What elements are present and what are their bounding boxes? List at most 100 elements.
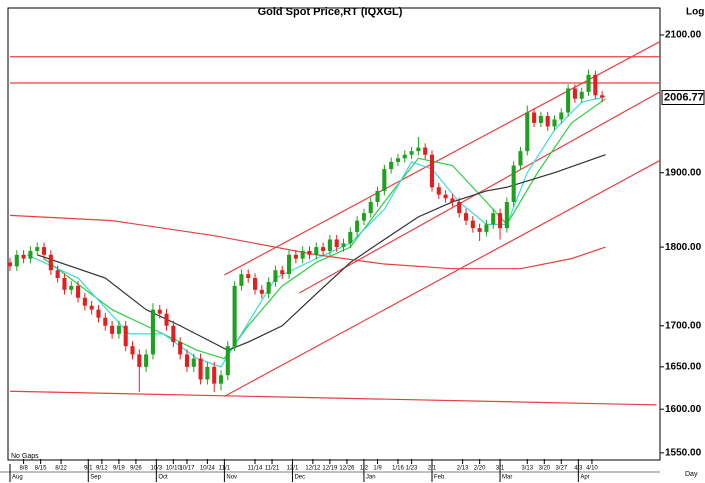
candle-body xyxy=(355,220,360,232)
y-tick-label: 1600.00 xyxy=(665,404,702,415)
note: No Gaps xyxy=(11,453,39,460)
candle-body xyxy=(416,147,421,152)
candle-body xyxy=(300,250,305,259)
candle-body xyxy=(89,305,94,310)
moving-average xyxy=(9,214,606,270)
y-tick-label: 1550.00 xyxy=(665,448,702,459)
candle-body xyxy=(157,309,162,314)
candle-body xyxy=(348,231,353,244)
candle-body xyxy=(389,161,394,170)
candle-body xyxy=(123,325,128,347)
candle-body xyxy=(116,325,121,334)
candle-body xyxy=(498,213,503,229)
candle-body xyxy=(600,95,605,98)
candle-body xyxy=(402,154,407,159)
candle-body xyxy=(572,88,577,99)
candle-body xyxy=(246,274,251,279)
x-tick-label: 8/15 xyxy=(35,466,47,472)
y-tick-label: 1900.00 xyxy=(665,167,702,178)
x-unit-label: Day xyxy=(685,471,698,478)
month-label: Aug xyxy=(12,475,23,481)
candle-body xyxy=(375,190,380,202)
candle-body xyxy=(82,297,87,306)
y-tick-label: 1650.00 xyxy=(665,361,702,372)
x-tick-label: 1/23 xyxy=(406,466,418,472)
x-tick-label: 12/19 xyxy=(322,466,338,472)
candle-body xyxy=(395,158,400,162)
x-tick-label: 2/20 xyxy=(474,466,486,472)
x-tick-label: 8/22 xyxy=(55,466,67,472)
x-tick-label: 2/13 xyxy=(457,466,469,472)
x-tick-label: 12/12 xyxy=(305,466,321,472)
month-label: Nov xyxy=(226,475,237,481)
candle-body xyxy=(76,285,81,298)
candle-body xyxy=(225,346,230,376)
candle-body xyxy=(341,243,346,248)
month-label: Sep xyxy=(90,475,101,481)
candle-body xyxy=(457,201,462,214)
candle-body xyxy=(7,262,13,267)
trend-line xyxy=(224,159,661,397)
candle-body xyxy=(423,147,428,155)
moving-average xyxy=(26,96,606,368)
trend-line xyxy=(298,91,661,294)
candle-body xyxy=(150,309,155,355)
candle-body xyxy=(35,247,40,251)
month-label: Dec xyxy=(294,475,305,481)
candle-body xyxy=(321,247,326,251)
candle-body xyxy=(429,154,435,188)
candle-body xyxy=(212,366,217,384)
candle-body xyxy=(532,112,537,123)
candle-body xyxy=(314,247,319,255)
candle-body xyxy=(436,187,441,195)
x-tick-label: 9/26 xyxy=(130,466,142,472)
candle-body xyxy=(525,112,530,152)
candle-body xyxy=(450,198,455,202)
x-tick-label: 3/13 xyxy=(521,466,533,472)
candle-body xyxy=(14,254,19,267)
candle-body xyxy=(307,250,312,255)
x-tick-label: 11/21 xyxy=(265,466,280,472)
candle-body xyxy=(171,325,176,343)
candle-body xyxy=(259,289,264,294)
plot-frame xyxy=(7,7,661,461)
candle-body xyxy=(382,169,387,191)
y-tick-label: 1800.00 xyxy=(665,242,702,253)
candle-body xyxy=(559,112,564,120)
candle-body xyxy=(55,270,60,279)
x-tick-label: 1/16 xyxy=(392,466,404,472)
candle-body xyxy=(178,342,183,355)
x-tick-label: 3/27 xyxy=(555,466,567,472)
candle-body xyxy=(579,91,584,99)
candle-body xyxy=(130,346,135,355)
candle-body xyxy=(593,74,598,96)
scale-label: Log xyxy=(686,7,704,18)
candle-body xyxy=(62,278,67,290)
candle-body xyxy=(28,250,33,259)
x-tick-label: 10/24 xyxy=(200,466,216,472)
candle-body xyxy=(191,358,196,367)
last-price-box xyxy=(661,89,705,105)
month-label: Jan xyxy=(366,475,376,481)
candle-body xyxy=(137,354,142,367)
candle-body xyxy=(443,194,448,199)
candle-body xyxy=(368,201,373,214)
y-tick-label: 1700.00 xyxy=(665,320,702,331)
candle-body xyxy=(470,220,475,229)
last-price-label: 2006.77 xyxy=(664,91,704,103)
candle-body xyxy=(463,213,469,221)
x-tick-label: 10/17 xyxy=(179,466,195,472)
candle-body xyxy=(477,228,482,232)
candle-body xyxy=(586,74,591,92)
candle-body xyxy=(184,354,190,367)
candle-body xyxy=(252,278,258,290)
x-tick-label: 9/12 xyxy=(96,466,108,472)
candle-body xyxy=(518,151,523,166)
candle-body xyxy=(69,285,74,290)
candle-body xyxy=(144,354,149,367)
candle-body xyxy=(334,239,339,248)
candle-body xyxy=(293,254,298,259)
candle-body xyxy=(110,325,115,334)
candle-body xyxy=(273,270,278,282)
x-tick-label: 10/10 xyxy=(166,466,182,472)
